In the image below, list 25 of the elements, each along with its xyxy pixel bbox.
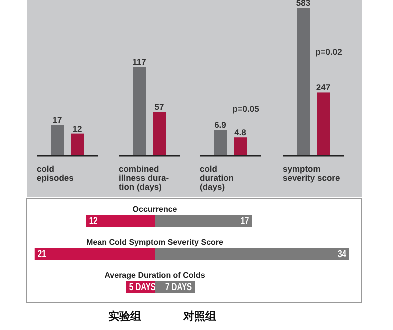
x-tick-label: symptom severity score bbox=[283, 164, 340, 183]
data-label: 57 bbox=[154, 102, 164, 112]
data-label: 117 bbox=[132, 57, 147, 67]
data-label: 21 bbox=[38, 248, 46, 260]
data-label: 17 bbox=[240, 215, 250, 227]
data-label: 17 bbox=[52, 115, 62, 125]
data-label: 583 bbox=[296, 0, 311, 8]
y-tick-label: Average Duration of Colds bbox=[104, 271, 206, 280]
data-label: 6.9 bbox=[214, 120, 227, 130]
x-tick-label: cold episodes bbox=[37, 164, 74, 183]
data-label: 4.8 bbox=[234, 128, 247, 138]
y-tick-label: Occurrence bbox=[132, 205, 178, 214]
data-label: 12 bbox=[89, 215, 98, 227]
x-tick-label: cold duration (days) bbox=[200, 164, 234, 192]
x-axis-title: 对照组 bbox=[182, 310, 216, 323]
annotation: p=0.02 bbox=[316, 47, 343, 57]
x-tick-label: combined illness dura- tion (days) bbox=[119, 164, 170, 192]
data-label: 247 bbox=[316, 82, 331, 93]
data-label: 5 DAYS bbox=[129, 281, 156, 293]
text: p=0.05 bbox=[232, 104, 260, 114]
data-label: 12 bbox=[72, 124, 82, 134]
x-axis-title: 实验组 bbox=[108, 310, 142, 323]
y-tick-label: Mean Cold Symptom Severity Score bbox=[86, 238, 224, 247]
data-label: 7 DAYS bbox=[165, 281, 192, 293]
data-label: 34 bbox=[338, 248, 348, 260]
